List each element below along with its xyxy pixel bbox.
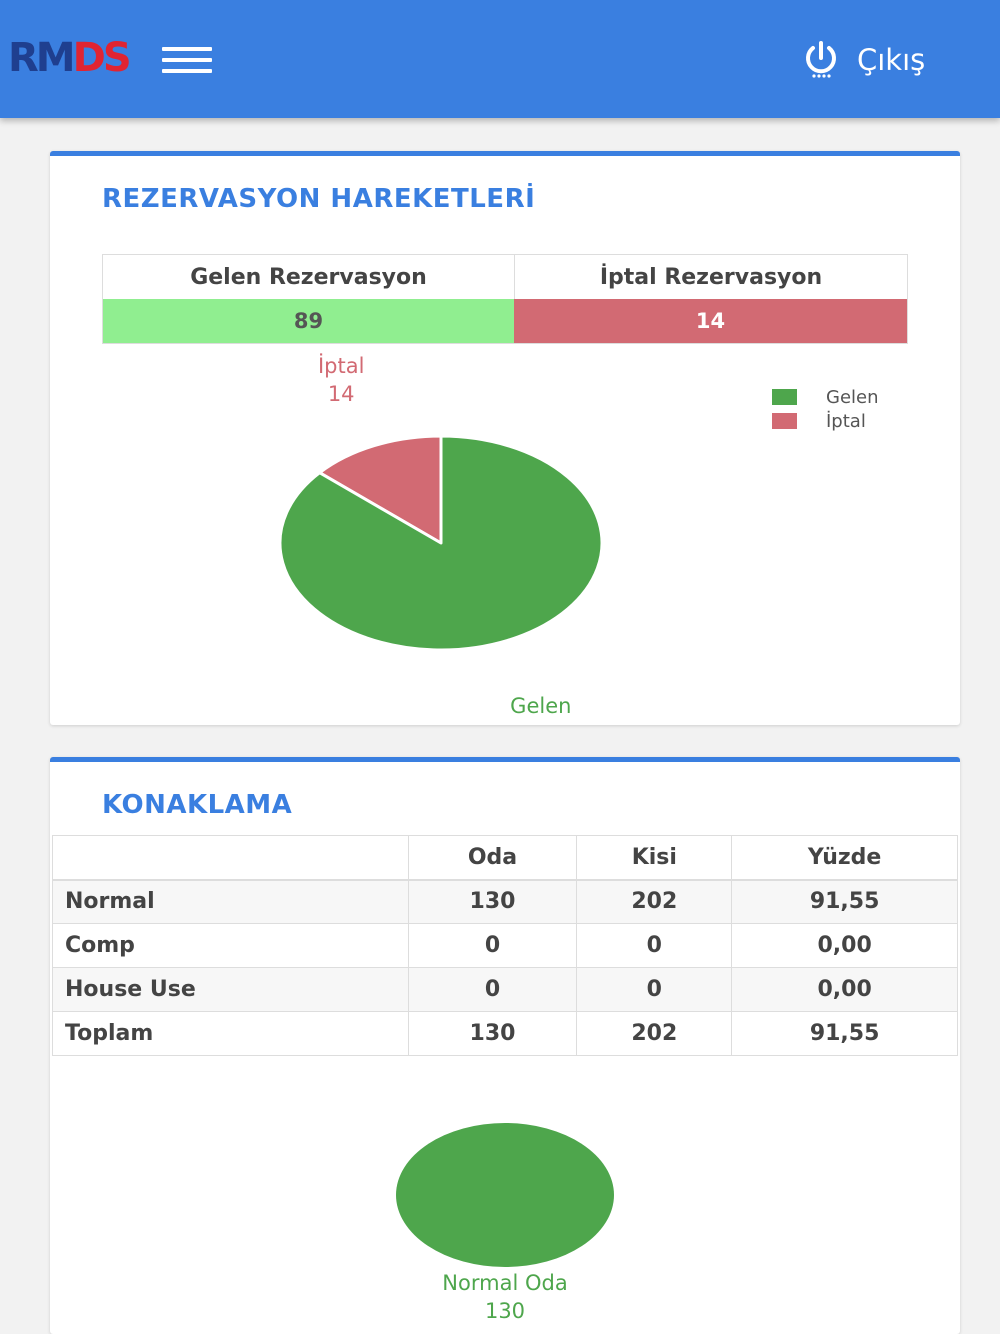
- legend-label: İptal: [826, 411, 866, 432]
- table-row: House Use 0 0 0,00: [52, 967, 958, 1012]
- reservations-card: REZERVASYON HAREKETLERİ Gelen Rezervasyo…: [50, 151, 960, 725]
- cancelled-reservations-header: İptal Rezervasyon: [514, 255, 907, 299]
- logout-label: Çıkış: [857, 43, 926, 77]
- reservations-summary-table: Gelen Rezervasyon İptal Rezervasyon 89 1…: [102, 254, 908, 344]
- hamburger-line: [162, 58, 212, 62]
- power-icon: [806, 41, 836, 78]
- top-bar: RMDS Çıkış: [0, 0, 1000, 118]
- legend-swatch: [772, 413, 797, 429]
- pie-label-value: 14: [328, 382, 355, 406]
- column-header-oda: Oda: [407, 835, 578, 881]
- cancelled-reservations-value: 14: [514, 299, 907, 343]
- column-header-yuzde: Yüzde: [731, 835, 958, 881]
- reservations-title: REZERVASYON HAREKETLERİ: [102, 184, 536, 214]
- pie-label-name: Normal Oda: [442, 1271, 567, 1295]
- cell-yuzde: 0,00: [731, 923, 958, 968]
- column-header-kisi: Kisi: [576, 835, 733, 881]
- accommodation-title: KONAKLAMA: [102, 790, 293, 820]
- legend-label: Gelen: [826, 387, 879, 408]
- row-label: Comp: [52, 923, 409, 968]
- cell-oda: 0: [407, 967, 578, 1012]
- cell-yuzde: 91,55: [731, 1011, 958, 1056]
- column-header-empty: [52, 835, 409, 881]
- row-label: House Use: [52, 967, 409, 1012]
- reservations-pie-chart: İptal 14 Gelen 89 Gelen İptal: [278, 353, 879, 725]
- pie-label-value: 89: [527, 722, 554, 725]
- incoming-reservations-header: Gelen Rezervasyon: [103, 255, 514, 299]
- cell-yuzde: 91,55: [731, 879, 958, 924]
- cell-oda: 130: [407, 1011, 578, 1056]
- cell-yuzde: 0,00: [731, 967, 958, 1012]
- hamburger-line: [162, 69, 212, 73]
- legend-swatch: [772, 389, 797, 405]
- hamburger-menu-icon[interactable]: [162, 45, 212, 75]
- row-label: Normal: [52, 879, 409, 924]
- accommodation-card: KONAKLAMA Oda Kisi Yüzde Normal 130 202 …: [50, 757, 960, 1334]
- pie-slice-normal-oda[interactable]: [396, 1123, 614, 1267]
- cell-kisi: 0: [576, 967, 733, 1012]
- logout-button[interactable]: Çıkış: [803, 40, 925, 80]
- cell-kisi: 202: [576, 1011, 733, 1056]
- table-row: Normal 130 202 91,55: [52, 879, 958, 924]
- pie-label-name: İptal: [318, 353, 364, 378]
- table-row: Toplam 130 202 91,55: [52, 1011, 958, 1056]
- incoming-reservations-value: 89: [103, 299, 514, 343]
- cell-kisi: 202: [576, 879, 733, 924]
- logo-text-part1: RM: [8, 35, 76, 81]
- pie-slice-iptal[interactable]: [318, 434, 443, 545]
- row-label: Toplam: [52, 1011, 409, 1056]
- cell-oda: 0: [407, 923, 578, 968]
- accommodation-table: Oda Kisi Yüzde Normal 130 202 91,55 Comp…: [52, 835, 958, 1056]
- table-header-row: Oda Kisi Yüzde: [52, 835, 958, 881]
- pie-label-value: 130: [485, 1299, 525, 1323]
- hamburger-line: [162, 47, 212, 51]
- cell-oda: 130: [407, 879, 578, 924]
- logo-text-part2: DS: [72, 35, 132, 81]
- rmos-logo[interactable]: RMDS: [8, 35, 132, 81]
- accommodation-pie-chart: Normal Oda 130: [396, 1123, 614, 1323]
- pie-label-name: Gelen: [510, 694, 571, 718]
- pie-slice-gelen[interactable]: [278, 434, 604, 652]
